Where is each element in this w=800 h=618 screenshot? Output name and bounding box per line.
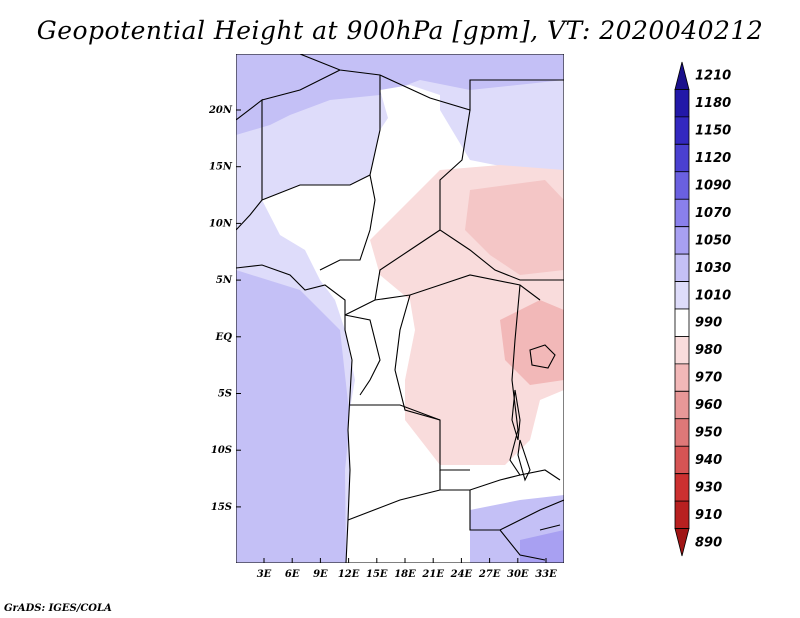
colorbar-label: 1150: [695, 124, 731, 139]
colorbar-label: 930: [695, 480, 722, 495]
colorbar-label: 1180: [695, 96, 731, 111]
colorbar-label: 1030: [695, 261, 731, 276]
colorbar-segment: [674, 500, 690, 529]
colorbar-label: 940: [695, 453, 722, 468]
field-north-high: [236, 54, 564, 135]
colorbar-segment: [674, 143, 690, 173]
lat-label: 15N: [209, 162, 233, 173]
borders-coastlines: [236, 54, 564, 563]
colorbar-label: 890: [695, 535, 722, 550]
lat-label: EQ: [215, 332, 233, 343]
colorbar-segment: [674, 390, 690, 420]
lat-label: 10N: [209, 218, 233, 229]
colorbar-segment: [674, 61, 690, 90]
colorbar-label: 1090: [695, 179, 731, 194]
chart-title: Geopotential Height at 900hPa [gpm], VT:…: [36, 16, 764, 45]
colorbar: 1210 1180 1150 1120 1090 1070 1050 1030 1010 990 9…: [674, 61, 731, 557]
lat-label: 15S: [211, 502, 232, 513]
lon-label: 15E: [366, 569, 388, 580]
colorbar-label: 1010: [695, 288, 731, 303]
field-lowest-region: [500, 300, 564, 385]
colorbar-segment: [674, 198, 690, 228]
colorbar-label: 980: [695, 343, 722, 358]
colorbar-label: 970: [695, 371, 722, 386]
lon-label: 24E: [450, 569, 473, 580]
lat-axis: 20N 15N 10N 5N EQ 5S 10S 15S: [208, 105, 241, 513]
colorbar-segment: [674, 363, 690, 392]
colorbar-segment: [674, 445, 690, 475]
colorbar-label: 1070: [695, 206, 731, 221]
lon-axis: 3E 6E 9E 12E 15E 18E 21E 24E 27E 30E 33E: [257, 558, 557, 580]
lon-label: 21E: [421, 569, 444, 580]
lon-label: 33E: [535, 569, 557, 580]
lon-label: 3E: [257, 569, 272, 580]
lon-label: 30E: [507, 569, 529, 580]
colorbar-label: 1210: [695, 69, 731, 84]
colorbar-segment: [674, 116, 690, 145]
lat-label: 5N: [216, 275, 233, 286]
colorbar-segment: [674, 473, 690, 502]
colorbar-segment: [674, 89, 690, 118]
colorbar-segment: [674, 418, 690, 447]
lat-label: 20N: [208, 105, 233, 116]
colorbar-label: 990: [695, 316, 722, 331]
map-field: [236, 54, 564, 563]
credit-label: GrADS: IGES/COLA: [4, 603, 112, 614]
colorbar-segment: [674, 336, 690, 365]
lon-label: 12E: [338, 569, 360, 580]
colorbar-segment: [674, 528, 690, 557]
colorbar-segment: [674, 171, 690, 200]
lon-label: 18E: [394, 569, 416, 580]
colorbar-label: 960: [695, 398, 722, 413]
lon-label: 27E: [478, 569, 501, 580]
lon-label: 9E: [313, 569, 328, 580]
colorbar-segment: [674, 226, 690, 255]
lat-label: 5S: [218, 389, 232, 400]
colorbar-label: 1120: [695, 151, 731, 166]
colorbar-label: 950: [695, 426, 722, 441]
colorbar-segment: [674, 253, 690, 282]
colorbar-segment: [674, 308, 690, 337]
field-southwest-high: [236, 270, 350, 563]
lat-label: 10S: [211, 445, 232, 456]
colorbar-segment: [674, 281, 690, 310]
colorbar-label: 1050: [695, 233, 731, 248]
colorbar-label: 910: [695, 508, 722, 523]
lon-label: 6E: [285, 569, 300, 580]
